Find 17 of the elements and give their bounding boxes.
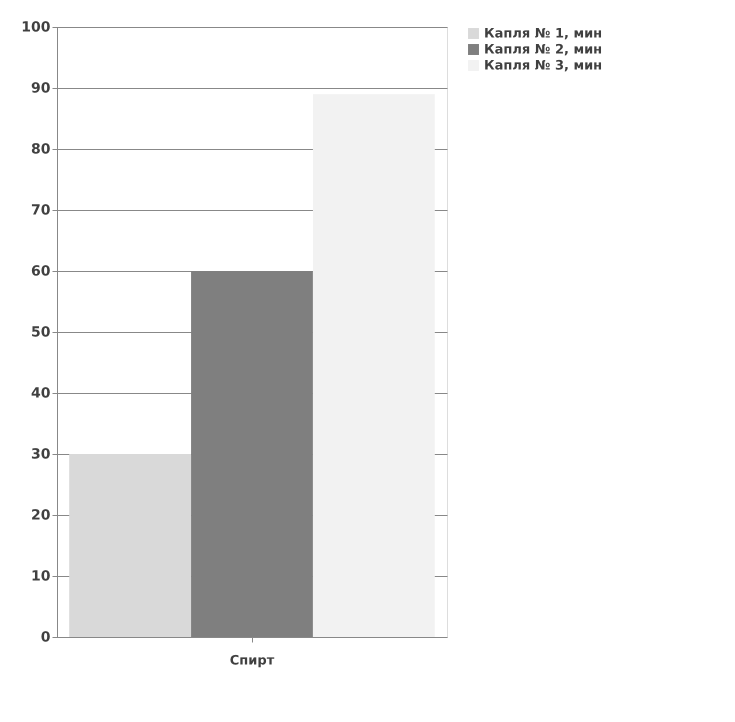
legend-label: Капля № 2, мин [484,42,602,58]
y-tick-label: 10 [31,568,51,584]
y-tick-label: 70 [31,202,51,218]
y-tick-label: 0 [40,630,51,646]
y-tick-label: 40 [31,386,51,402]
y-tick-label: 80 [31,142,51,158]
bar [69,454,192,637]
legend-label: Капля № 3, мин [484,58,602,74]
y-tick-label: 100 [21,20,51,36]
y-tick-label: 90 [31,80,51,96]
bar [312,94,435,637]
y-tick-label: 20 [31,508,51,524]
y-tick-label: 50 [31,324,51,340]
y-tick-label: 60 [31,264,51,280]
x-tick-label: Спирт [230,654,275,668]
y-tick-label: 30 [31,446,51,462]
legend-label: Капля № 1, мин [484,26,602,42]
